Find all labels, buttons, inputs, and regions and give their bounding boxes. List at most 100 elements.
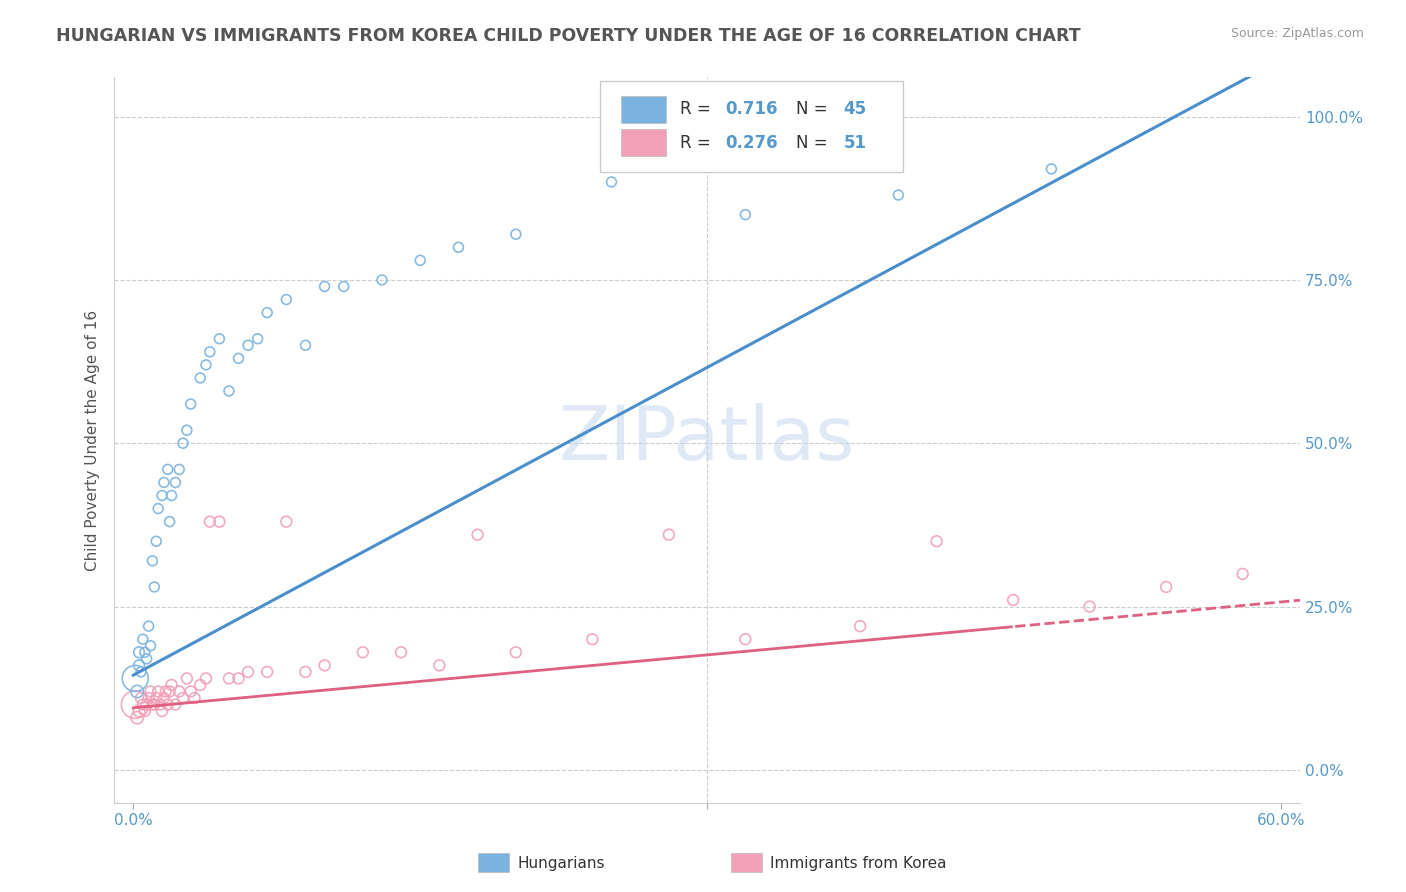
Point [167, 462, 190, 476]
Text: N =: N = [796, 100, 832, 119]
Point [467, 527, 489, 541]
Point [148, 501, 170, 516]
Point [228, 672, 250, 686]
Point [218, 384, 240, 398]
Text: 51: 51 [844, 134, 866, 152]
Point [1154, 580, 1177, 594]
Point [139, 639, 162, 653]
Point [160, 678, 183, 692]
Point [129, 691, 152, 706]
Point [188, 371, 211, 385]
Point [228, 351, 250, 366]
Point [734, 632, 756, 647]
Text: 0.276: 0.276 [725, 134, 778, 152]
Point [145, 534, 167, 549]
Point [1002, 593, 1025, 607]
Point [138, 619, 160, 633]
Point [256, 305, 278, 319]
Point [165, 475, 187, 490]
Text: Hungarians: Hungarians [517, 856, 605, 871]
Point [132, 632, 155, 647]
Point [887, 188, 910, 202]
FancyBboxPatch shape [600, 81, 903, 171]
Point [128, 704, 150, 718]
Point [427, 658, 450, 673]
Point [183, 691, 205, 706]
Point [314, 658, 336, 673]
FancyBboxPatch shape [620, 129, 665, 156]
Point [135, 698, 157, 712]
Point [176, 423, 198, 437]
Point [135, 652, 157, 666]
Point [149, 698, 172, 712]
Point [172, 436, 194, 450]
Point [172, 691, 194, 706]
Point [849, 619, 872, 633]
Point [153, 691, 176, 706]
Point [658, 527, 681, 541]
Point [409, 253, 432, 268]
Text: HUNGARIAN VS IMMIGRANTS FROM KOREA CHILD POVERTY UNDER THE AGE OF 16 CORRELATION: HUNGARIAN VS IMMIGRANTS FROM KOREA CHILD… [56, 27, 1081, 45]
Point [236, 338, 259, 352]
Point [276, 515, 298, 529]
Point [505, 227, 527, 242]
Point [124, 672, 146, 686]
Point [127, 684, 149, 698]
Point [128, 658, 150, 673]
Text: Source: ZipAtlas.com: Source: ZipAtlas.com [1230, 27, 1364, 40]
Text: 0.716: 0.716 [725, 100, 778, 119]
Point [127, 710, 149, 724]
Point [332, 279, 354, 293]
Point [246, 332, 269, 346]
Text: 45: 45 [844, 100, 866, 119]
Point [236, 665, 259, 679]
Point [198, 515, 221, 529]
Point [176, 672, 198, 686]
Point [198, 344, 221, 359]
Point [155, 684, 177, 698]
Point [208, 515, 231, 529]
Point [143, 580, 166, 594]
Point [165, 698, 187, 712]
Point [581, 632, 603, 647]
Point [180, 397, 202, 411]
Point [148, 684, 170, 698]
Text: Immigrants from Korea: Immigrants from Korea [770, 856, 948, 871]
Point [188, 678, 211, 692]
Point [143, 698, 166, 712]
Point [153, 475, 176, 490]
Y-axis label: Child Poverty Under the Age of 16: Child Poverty Under the Age of 16 [86, 310, 100, 571]
Point [1078, 599, 1101, 614]
Point [447, 240, 470, 254]
Point [600, 175, 623, 189]
Point [159, 515, 181, 529]
Point [134, 704, 156, 718]
Point [129, 665, 152, 679]
Point [141, 698, 163, 712]
Point [1232, 566, 1254, 581]
Point [156, 462, 179, 476]
Point [294, 338, 316, 352]
Point [156, 698, 179, 712]
Point [256, 665, 278, 679]
Point [145, 691, 167, 706]
Point [352, 645, 374, 659]
Point [141, 554, 163, 568]
Point [150, 704, 173, 718]
Point [314, 279, 336, 293]
Point [159, 684, 181, 698]
Text: R =: R = [681, 100, 716, 119]
Point [218, 672, 240, 686]
Point [276, 293, 298, 307]
Text: N =: N = [796, 134, 832, 152]
Point [505, 645, 527, 659]
Point [180, 684, 202, 698]
Point [139, 684, 162, 698]
Point [389, 645, 412, 659]
Point [138, 691, 160, 706]
Point [195, 358, 218, 372]
Point [371, 273, 394, 287]
Point [294, 665, 316, 679]
FancyBboxPatch shape [620, 95, 665, 123]
Point [925, 534, 948, 549]
